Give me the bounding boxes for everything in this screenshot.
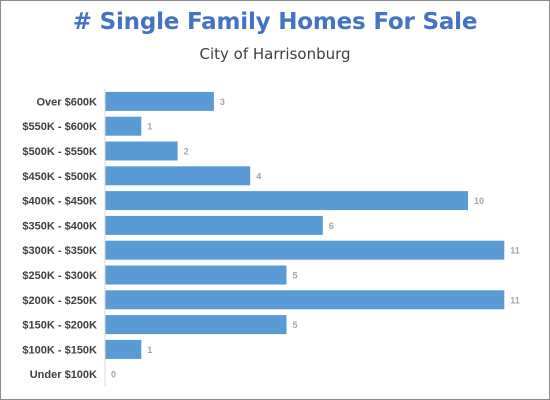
data-label: 3: [220, 97, 225, 107]
data-label: 0: [111, 370, 116, 380]
category-label: $250K - $300K: [22, 270, 97, 282]
bar: [105, 265, 287, 285]
data-label: 4: [256, 171, 261, 181]
data-label: 11: [510, 295, 520, 305]
category-label: $150K - $200K: [22, 320, 97, 332]
category-label: Over $600K: [36, 96, 97, 108]
bar: [105, 191, 468, 211]
data-label: 6: [329, 221, 334, 231]
data-label: 2: [184, 147, 189, 157]
data-label: 5: [293, 271, 298, 281]
category-label: $400K - $450K: [22, 196, 97, 208]
data-label: 10: [474, 196, 484, 206]
bar: [105, 116, 142, 136]
bar: [105, 339, 142, 359]
chart-title: # Single Family Homes For Sale: [72, 9, 478, 35]
category-label: $200K - $250K: [22, 295, 97, 307]
bar: [105, 290, 505, 310]
category-label: $100K - $150K: [22, 344, 97, 356]
bar: [105, 166, 251, 186]
chart-subtitle: City of Harrisonburg: [199, 45, 351, 63]
category-label: $550K - $600K: [22, 121, 97, 133]
bar: [105, 240, 505, 260]
category-label: $350K - $400K: [22, 220, 97, 232]
category-label: $500K - $550K: [22, 146, 97, 158]
data-label: 5: [293, 320, 298, 330]
category-label: $450K - $500K: [22, 171, 97, 183]
bar: [105, 315, 287, 335]
data-label: 1: [147, 345, 152, 355]
data-label: 1: [147, 122, 152, 132]
bar: [105, 141, 178, 161]
category-label: Under $100K: [30, 369, 97, 381]
category-label: $300K - $350K: [22, 245, 97, 257]
data-label: 11: [510, 246, 520, 256]
bar: [105, 91, 214, 111]
bar: [105, 215, 323, 235]
